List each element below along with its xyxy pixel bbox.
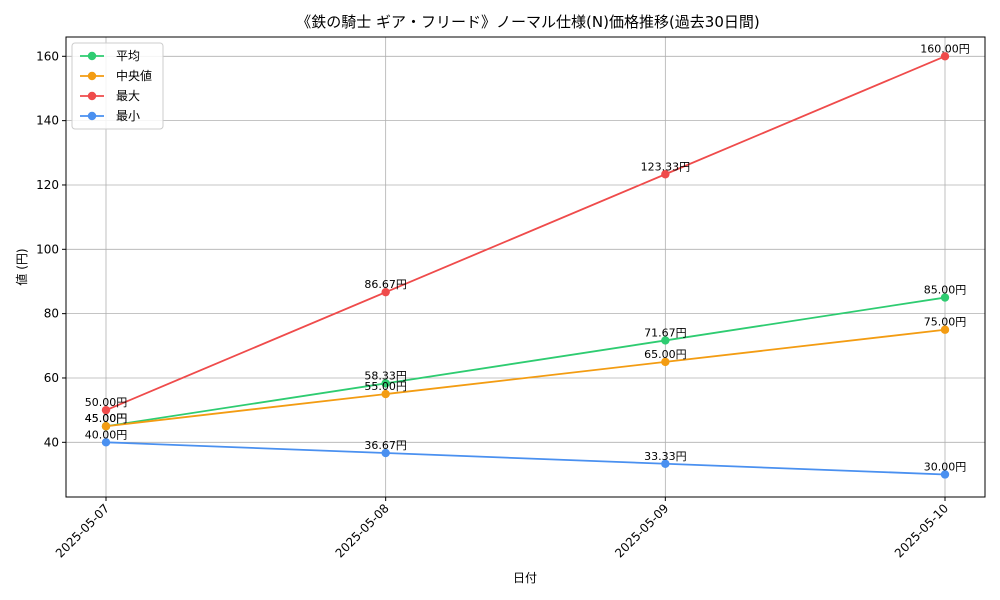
data-point <box>940 293 950 302</box>
data-point <box>381 389 390 399</box>
data-point <box>661 336 670 345</box>
y-tick-label: 40 <box>44 435 59 449</box>
y-tick-label: 80 <box>44 307 59 321</box>
data-point <box>381 379 390 388</box>
data-label: 58.33円 <box>364 369 407 382</box>
plot-frame <box>65 36 986 498</box>
series-layer <box>101 52 950 479</box>
grid-layer <box>66 37 985 497</box>
data-label: 71.67円 <box>644 326 687 339</box>
legend-label: 最小 <box>116 109 140 123</box>
data-label: 45.00円 <box>85 412 128 425</box>
data-label: 50.00円 <box>85 396 128 409</box>
legend-marker <box>87 71 97 81</box>
data-point <box>101 438 111 447</box>
data-label: 85.00円 <box>924 284 967 297</box>
y-axis-label: 値 (円) <box>14 248 29 285</box>
y-tick-label: 100 <box>36 242 59 256</box>
legend-marker <box>87 91 97 101</box>
data-label: 55.00円 <box>364 380 407 393</box>
series-line <box>105 441 946 476</box>
legend-label: 最大 <box>116 89 140 103</box>
data-label: 33.33円 <box>644 450 687 463</box>
data-label: 65.00円 <box>644 348 687 361</box>
data-label: 40.00円 <box>85 428 128 441</box>
legend-box <box>71 42 164 130</box>
data-point <box>661 170 670 179</box>
data-label: 86.67円 <box>364 278 407 291</box>
legend-label: 中央値 <box>116 68 152 83</box>
data-point <box>940 325 950 334</box>
chart-title: 《鉄の騎士 ギア・フリード》ノーマル仕様(N)価格推移(過去30日間) <box>296 13 760 31</box>
legend-marker <box>87 111 97 121</box>
data-point <box>661 357 670 367</box>
data-point <box>661 459 670 468</box>
data-label: 45.00円 <box>85 412 128 425</box>
x-axis-label: 日付 <box>513 571 537 585</box>
data-point <box>101 422 111 431</box>
data-point <box>940 470 950 479</box>
data-point <box>101 405 111 415</box>
data-label: 30.00円 <box>924 460 967 473</box>
data-label-layer: 45.00円58.33円71.67円85.00円45.00円55.00円65.0… <box>85 42 970 473</box>
legend-label: 平均 <box>116 49 140 63</box>
legend-marker <box>87 51 97 61</box>
y-tick-label: 60 <box>44 371 59 385</box>
y-tick-label: 160 <box>36 49 59 63</box>
y-tick-label: 120 <box>36 178 59 192</box>
data-label: 160.00円 <box>920 42 970 55</box>
data-point <box>381 287 390 297</box>
series-line <box>105 328 946 428</box>
data-label: 75.00円 <box>924 316 967 329</box>
series-line <box>105 296 946 428</box>
data-label: 36.67円 <box>364 439 407 452</box>
y-tick-label: 140 <box>36 114 59 128</box>
series-line <box>105 55 946 411</box>
data-point <box>940 52 950 61</box>
data-label: 123.33円 <box>641 160 691 173</box>
data-point <box>381 448 390 458</box>
